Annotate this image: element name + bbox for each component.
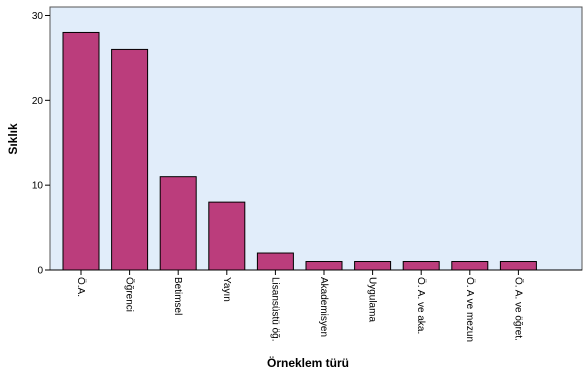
bar (111, 48, 149, 271)
x-tick-label: Ö. A. ve aka. (415, 277, 427, 334)
y-tick-label: 30 (32, 11, 44, 22)
bar (208, 201, 246, 271)
x-tick-label: Betimsel (172, 277, 183, 315)
y-axis-title: Sıklık (6, 123, 20, 155)
x-tick-label: Lisansüstü öğ. (269, 277, 280, 342)
bar (451, 261, 489, 271)
bar (402, 261, 440, 271)
bar (499, 261, 537, 271)
bar (62, 31, 100, 271)
y-axis-ticks: 0 10 20 30 (32, 11, 50, 277)
bar (354, 261, 392, 271)
x-tick-label: Öğrenci (124, 277, 136, 312)
x-tick-label: Ö.A. (75, 277, 87, 297)
x-axis-ticks: Ö.A. Öğrenci Betimsel Yayın Lisansüstü öğ. Ak… (50, 269, 582, 342)
y-tick-label: 0 (37, 266, 43, 277)
x-tick-label: Ö. A ve mezun (464, 277, 476, 342)
bar (159, 176, 197, 271)
bar (256, 252, 294, 271)
y-tick-label: 20 (32, 96, 44, 107)
y-tick-label: 10 (32, 181, 44, 192)
x-tick-label: Uygulama (367, 277, 378, 322)
x-tick-label: Akademisyen (318, 277, 329, 337)
x-tick-label: Ö. A. ve öğret. (512, 277, 524, 341)
x-axis-title: Örneklem türü (267, 355, 349, 370)
bar (305, 261, 343, 271)
x-tick-label: Yayın (221, 277, 232, 302)
